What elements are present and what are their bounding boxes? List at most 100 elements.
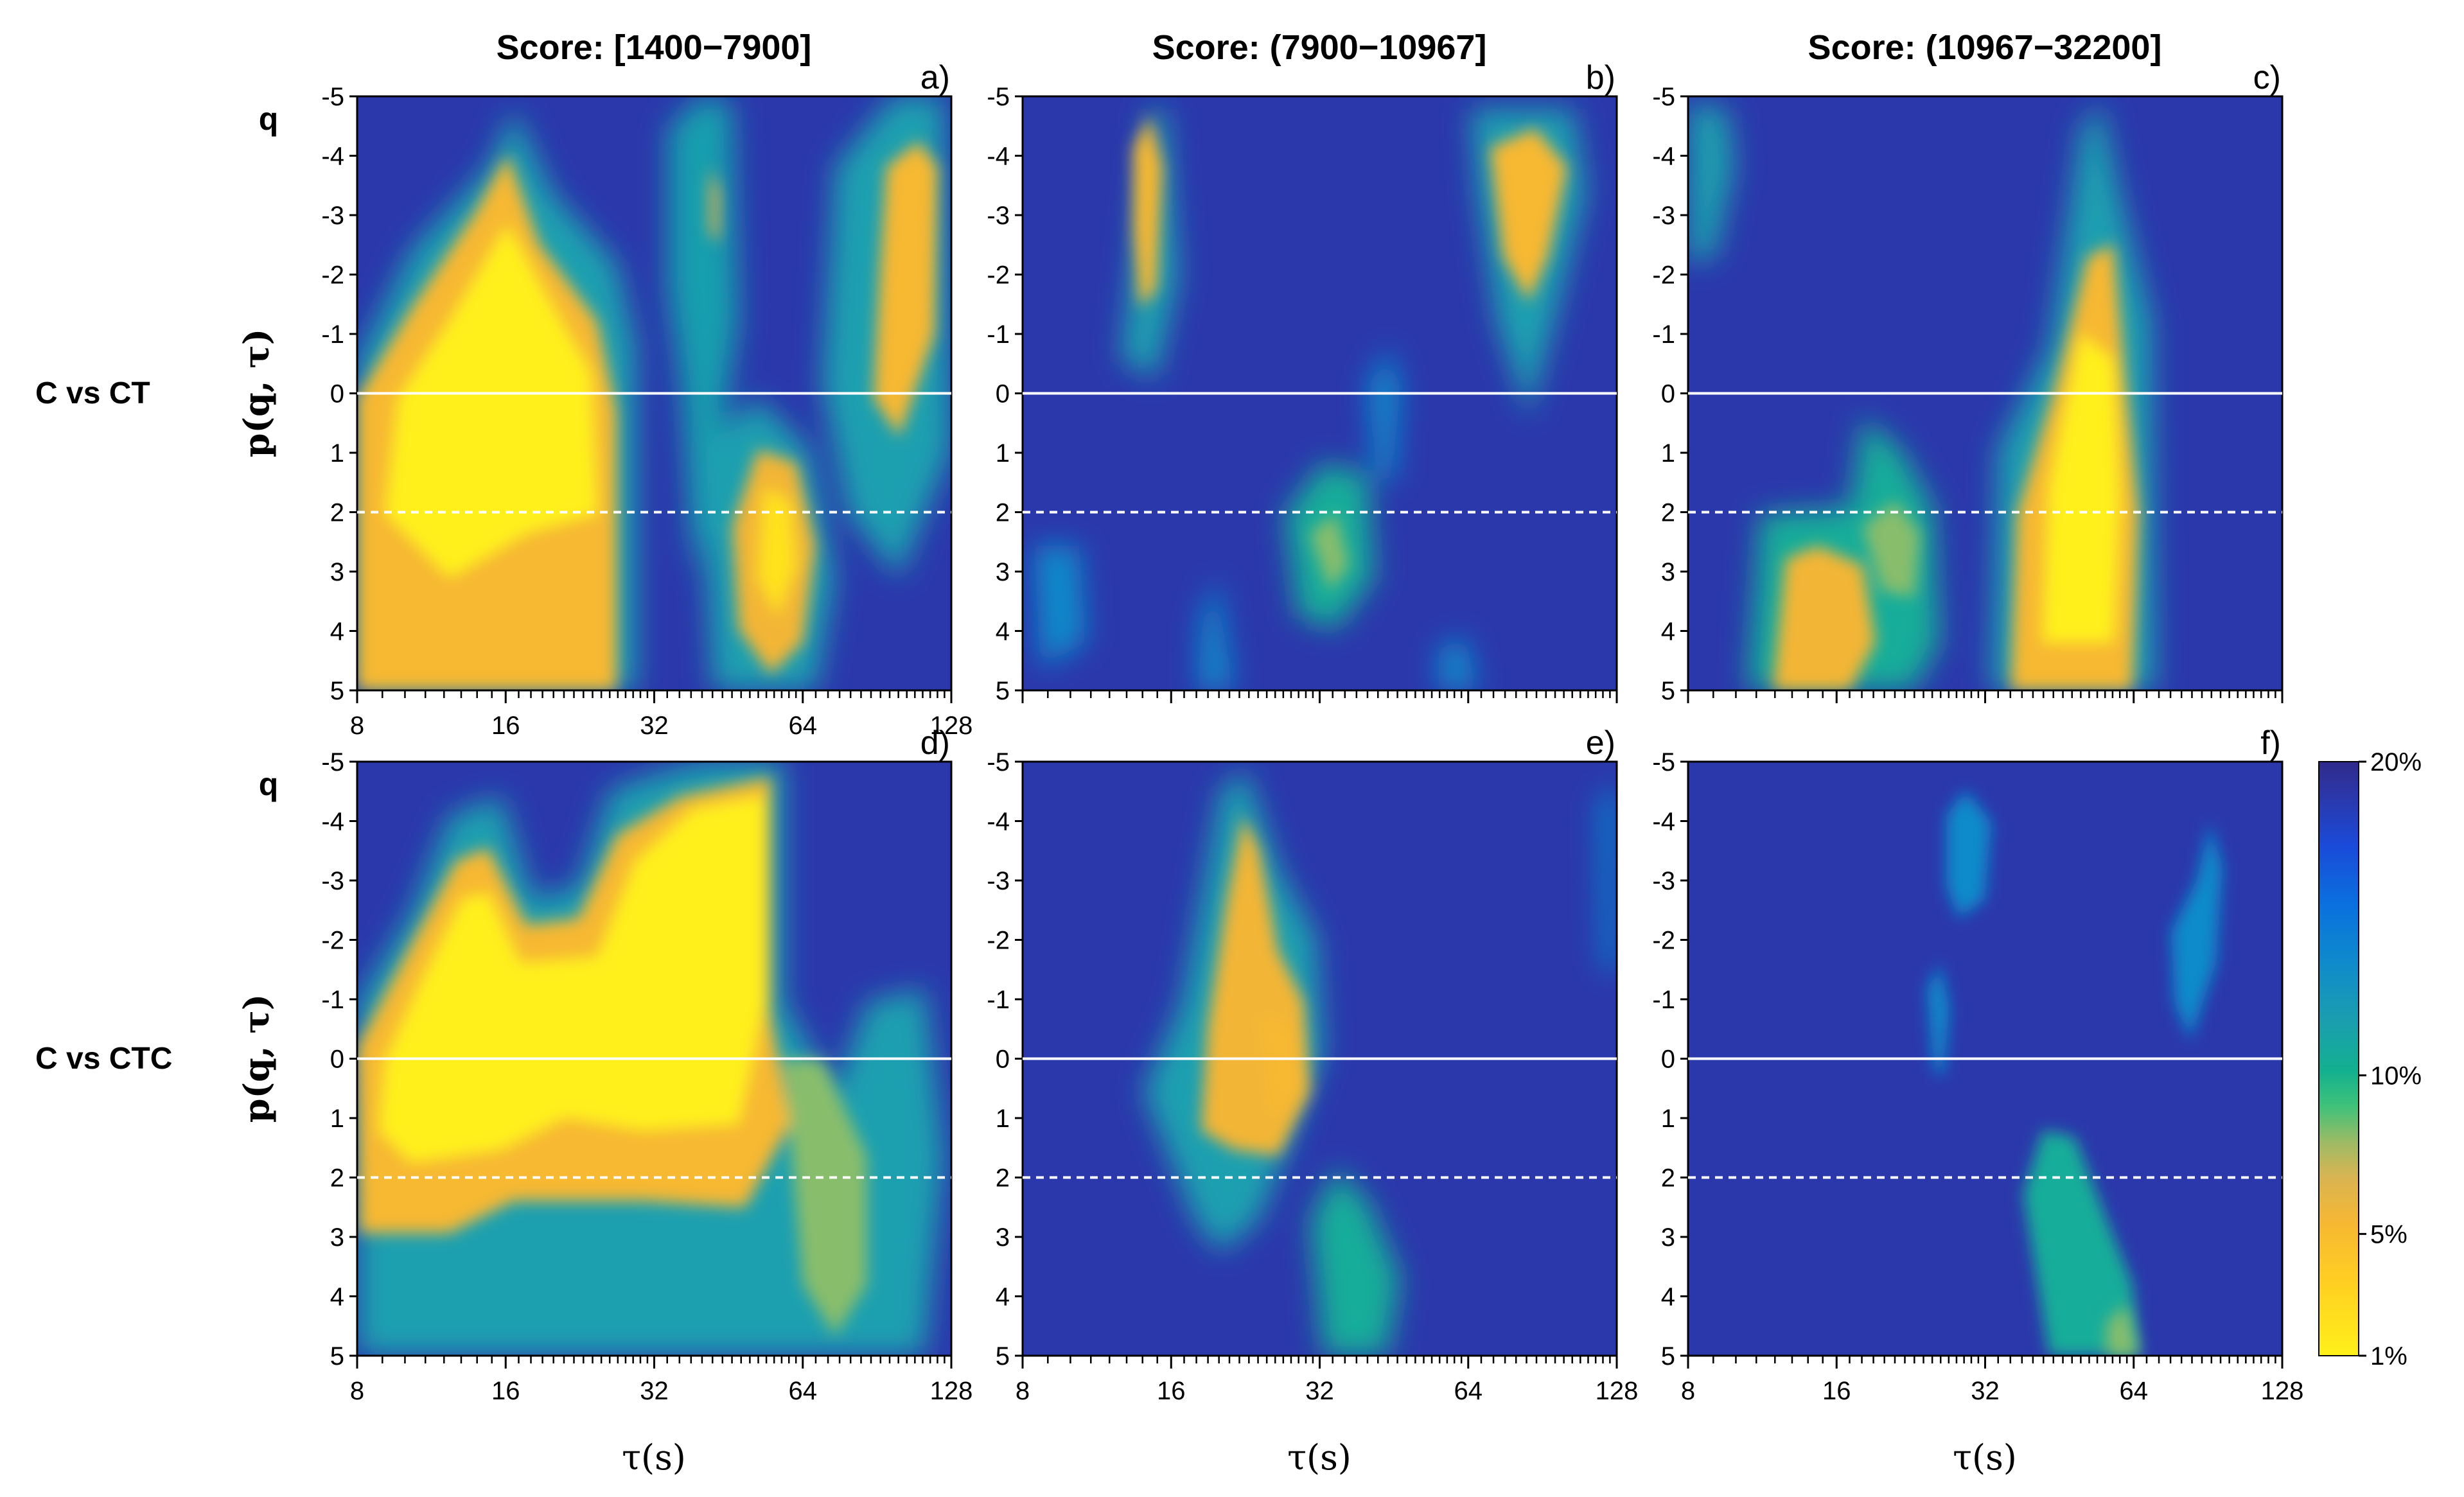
q-label-row2: q (259, 766, 279, 802)
panel-a-region-orange-2 (710, 167, 719, 244)
panel-e-ytick-label-8: 3 (996, 1223, 1010, 1252)
panel-c-region-green-1 (1863, 501, 1921, 597)
panel-a-ytick-label-4: -1 (321, 320, 344, 349)
panel-e-xtick-label-0: 8 (1016, 1377, 1030, 1405)
ylabel-row2: p(q, τ) (236, 994, 277, 1123)
panel-b-ytick-label-4: -1 (987, 320, 1010, 349)
panel-a-ytick-label-0: -5 (321, 83, 344, 111)
panel-f-ytick-label-2: -3 (1652, 867, 1675, 895)
panel-d-region-green-1 (784, 1060, 867, 1336)
panel-b-ytick-label-2: -3 (987, 202, 1010, 230)
panel-b-region-cyan-6 (1198, 578, 1233, 690)
panel-f-ytick-label-1: -4 (1652, 808, 1675, 836)
panel-c-region-orange-2 (1773, 546, 1876, 690)
column-title-1: Score: [1400−7900] (497, 28, 812, 67)
panel-d-ytick-label-7: 2 (330, 1164, 344, 1193)
panel-b-ytick-label-8: 3 (996, 558, 1010, 586)
colorbar-tick-label-3: 1% (2370, 1342, 2407, 1370)
panel-c-ytick-label-0: -5 (1652, 83, 1675, 111)
panel-f-ytick-label-9: 4 (1661, 1283, 1675, 1311)
panel-e-xtick-label-1: 16 (1157, 1377, 1186, 1405)
panel-b-ytick-label-0: -5 (987, 83, 1010, 111)
panel-b-ytick-label-9: 4 (996, 618, 1010, 646)
panel-d-ytick-label-0: -5 (321, 748, 344, 776)
panel-c-ytick-label-9: 4 (1661, 618, 1675, 646)
panel-d-ytick-label-10: 5 (330, 1342, 344, 1370)
panel-b-region-orange-1 (1134, 116, 1163, 308)
xlabel-col1: τ(s) (622, 1437, 686, 1478)
panel-b-region-cyan-3 (1034, 546, 1086, 668)
panel-letter-a: a) (920, 59, 950, 96)
panel-e-ytick-label-2: -3 (987, 867, 1010, 895)
colorbar-tick-label-2: 5% (2370, 1220, 2407, 1248)
panel-a-xtick-label-1: 16 (491, 712, 520, 740)
panel-a-ytick-label-3: -2 (321, 261, 344, 290)
panel-f-xtick-label-0: 8 (1681, 1377, 1695, 1405)
panel-f-ytick-label-4: -1 (1652, 986, 1675, 1014)
panel-b-ytick-label-1: -4 (987, 143, 1010, 171)
panel-e-ytick-label-6: 1 (996, 1105, 1010, 1133)
panel-e-region-orange-2 (1259, 1015, 1304, 1117)
panel-f-region-green-1 (2107, 1304, 2139, 1356)
panel-f-region-cyan-3 (2171, 822, 2222, 1040)
panel-f-xtick-label-4: 128 (2261, 1377, 2304, 1405)
panel-a-xtick-label-0: 8 (350, 712, 364, 740)
panel-f-xtick-label-2: 32 (1971, 1377, 2000, 1405)
panel-c-region-cyan-1 (1688, 103, 1734, 263)
panel-d-ytick-label-3: -2 (321, 927, 344, 955)
panel-a-ytick-label-5: 0 (330, 380, 344, 408)
panel-d-ytick-label-2: -3 (321, 867, 344, 895)
panel-a-region-yellow-2 (758, 488, 796, 617)
panel-b-ytick-label-3: -2 (987, 261, 1010, 290)
panel-d-xtick-label-4: 128 (930, 1377, 973, 1405)
column-title-3: Score: (10967−32200] (1808, 28, 2162, 67)
panel-d-xtick-label-2: 32 (640, 1377, 669, 1405)
colorbar-ticks: 20% 10% 5% 1% (2359, 748, 2422, 1370)
ylabel-row1: p(q, τ) (236, 329, 277, 458)
panel-e-ytick-label-3: -2 (987, 927, 1010, 955)
panel-e-ytick-label-7: 2 (996, 1164, 1010, 1193)
colorbar-tick-label-1: 10% (2370, 1062, 2422, 1090)
panel-a-xtick-label-4: 128 (930, 712, 973, 740)
panel-f-ytick-label-8: 3 (1661, 1223, 1675, 1252)
panel-a-xtick-label-2: 32 (640, 712, 669, 740)
panel-c-ytick-label-8: 3 (1661, 558, 1675, 586)
panel-a-ytick-label-1: -4 (321, 143, 344, 171)
panel-d-ytick-label-1: -4 (321, 808, 344, 836)
panel-f-ytick-label-6: 1 (1661, 1105, 1675, 1133)
panel-e-xtick-label-3: 64 (1454, 1377, 1483, 1405)
panel-a-ytick-label-2: -3 (321, 202, 344, 230)
panel-c-ytick-label-2: -3 (1652, 202, 1675, 230)
panel-f-ytick-label-3: -2 (1652, 927, 1675, 955)
panel-a-ytick-label-9: 4 (330, 618, 344, 646)
panel-d-region-yellow-1 (379, 796, 764, 1162)
panel-f-ytick-label-7: 2 (1661, 1164, 1675, 1193)
panel-e-ytick-label-1: -4 (987, 808, 1010, 836)
panel-d-xtick-label-1: 16 (491, 1377, 520, 1405)
panel-a-xtick-label-3: 64 (789, 712, 818, 740)
panel-e-ytick-label-5: 0 (996, 1046, 1010, 1074)
panel-letter-e: e) (1586, 724, 1615, 762)
panel-a-region-cyan-2 (668, 96, 739, 578)
panel-b-region-cyan-7 (1439, 636, 1477, 690)
row-label-2: C vs CTC (35, 1042, 172, 1076)
panel-b-ytick-label-5: 0 (996, 380, 1010, 408)
panel-c-ytick-label-1: -4 (1652, 143, 1675, 171)
panel-b-region-green-1 (1310, 514, 1349, 591)
panel-e-region-cyan-3 (1599, 784, 1617, 976)
panel-a-ytick-label-6: 1 (330, 439, 344, 468)
panel-d-ytick-label-8: 3 (330, 1223, 344, 1252)
q-label-row1: q (259, 101, 279, 137)
colorbar-gradient (2318, 761, 2359, 1356)
panel-c-ytick-label-7: 2 (1661, 499, 1675, 527)
panel-d-ytick-label-4: -1 (321, 986, 344, 1014)
panel-a-ytick-label-8: 3 (330, 558, 344, 586)
panel-e-ytick-label-4: -1 (987, 986, 1010, 1014)
panel-e-xtick-label-2: 32 (1305, 1377, 1334, 1405)
panel-d-ytick-label-6: 1 (330, 1105, 344, 1133)
column-title-2: Score: (7900−10967] (1152, 28, 1487, 67)
row-label-1: C vs CT (35, 376, 150, 410)
panel-letter-b: b) (1586, 59, 1615, 96)
panel-letter-d: d) (920, 724, 950, 762)
